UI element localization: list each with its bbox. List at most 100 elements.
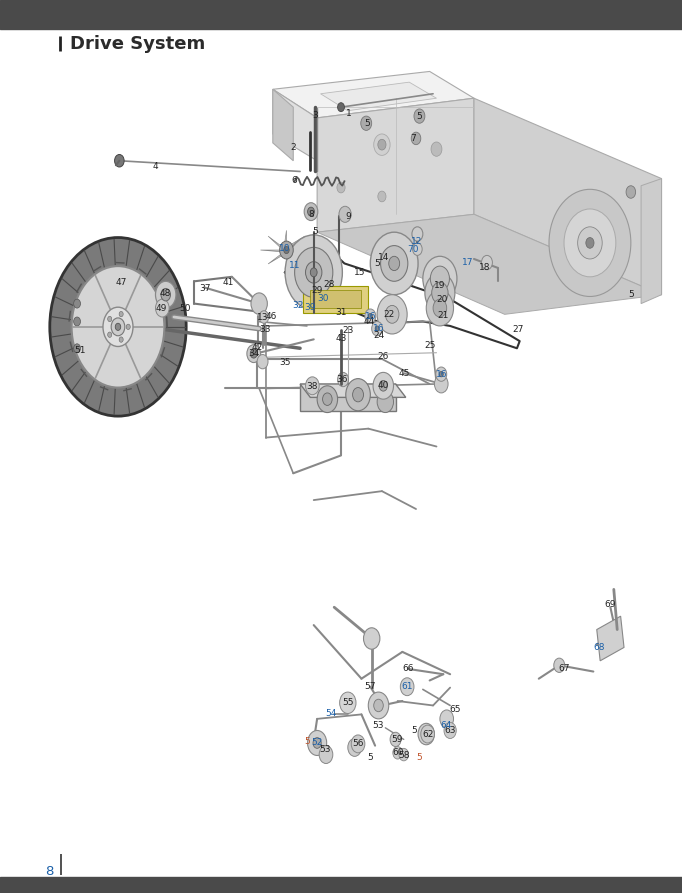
Text: 34: 34 [248, 349, 259, 358]
Text: 16: 16 [373, 324, 384, 333]
Text: 63: 63 [445, 726, 456, 735]
Circle shape [368, 313, 372, 319]
Text: 58: 58 [398, 751, 409, 760]
Text: 40: 40 [378, 381, 389, 390]
Circle shape [284, 246, 289, 254]
Polygon shape [268, 236, 286, 250]
Circle shape [155, 281, 176, 308]
Text: 14: 14 [379, 253, 389, 262]
Circle shape [348, 739, 361, 756]
Polygon shape [286, 250, 305, 264]
Circle shape [306, 262, 322, 283]
Circle shape [399, 748, 409, 761]
Circle shape [373, 372, 394, 399]
Text: 11: 11 [289, 261, 300, 270]
Text: 5: 5 [368, 753, 373, 762]
Circle shape [251, 293, 267, 314]
Circle shape [433, 299, 447, 317]
Text: 57: 57 [365, 682, 376, 691]
Text: 66: 66 [402, 664, 413, 673]
Circle shape [317, 386, 338, 413]
Circle shape [378, 139, 386, 150]
Circle shape [439, 371, 443, 377]
Circle shape [431, 142, 442, 156]
Circle shape [425, 273, 455, 313]
Text: 7: 7 [410, 134, 415, 143]
Text: 4: 4 [153, 162, 158, 171]
Circle shape [378, 191, 386, 202]
Polygon shape [273, 89, 317, 161]
Circle shape [339, 206, 351, 222]
Text: 1: 1 [346, 109, 352, 118]
Circle shape [346, 379, 370, 411]
Text: 28: 28 [323, 280, 334, 289]
Text: 5: 5 [412, 726, 417, 735]
Text: 24: 24 [373, 331, 384, 340]
Text: 20: 20 [436, 295, 447, 304]
Circle shape [361, 116, 372, 130]
Circle shape [444, 722, 456, 739]
Circle shape [481, 255, 492, 270]
Text: 25: 25 [424, 341, 435, 350]
Text: 29: 29 [312, 286, 323, 295]
Text: 55: 55 [342, 698, 353, 707]
Circle shape [626, 186, 636, 198]
Polygon shape [317, 214, 662, 314]
Text: 64: 64 [441, 721, 451, 730]
Circle shape [313, 738, 321, 748]
Polygon shape [268, 250, 286, 264]
Circle shape [549, 189, 631, 296]
Text: 5: 5 [364, 119, 370, 128]
Circle shape [323, 393, 332, 405]
Circle shape [374, 134, 390, 155]
Polygon shape [641, 179, 662, 304]
Circle shape [259, 311, 269, 323]
Text: 47: 47 [116, 278, 127, 287]
Bar [0, 877, 682, 893]
Circle shape [418, 723, 434, 745]
Circle shape [440, 710, 454, 728]
Text: 54: 54 [326, 709, 337, 718]
Circle shape [432, 282, 448, 304]
Circle shape [374, 699, 383, 712]
Text: 2: 2 [291, 143, 296, 152]
Circle shape [337, 182, 345, 193]
Text: 61: 61 [402, 682, 413, 691]
Text: 52: 52 [312, 739, 323, 747]
Text: 60: 60 [393, 748, 404, 757]
Text: 67: 67 [559, 664, 569, 673]
Text: 37: 37 [199, 284, 210, 293]
Circle shape [412, 227, 423, 241]
Text: 13: 13 [257, 313, 268, 321]
Circle shape [155, 299, 169, 317]
Text: 18: 18 [479, 263, 490, 272]
Text: 49: 49 [156, 304, 167, 313]
Circle shape [426, 290, 454, 326]
Text: 27: 27 [513, 325, 524, 334]
Text: 53: 53 [319, 745, 330, 754]
Circle shape [370, 232, 418, 295]
Text: 42: 42 [252, 343, 263, 352]
Circle shape [338, 372, 349, 387]
Text: 30: 30 [317, 294, 328, 303]
Text: Drive System: Drive System [70, 35, 205, 53]
Circle shape [50, 238, 186, 416]
Polygon shape [286, 236, 305, 250]
Polygon shape [321, 82, 436, 111]
Circle shape [351, 735, 365, 753]
Circle shape [338, 103, 344, 112]
Text: 50: 50 [180, 305, 191, 313]
Circle shape [436, 367, 447, 381]
Polygon shape [597, 616, 624, 661]
Text: 38: 38 [307, 382, 318, 391]
Circle shape [119, 312, 123, 317]
Text: 56: 56 [353, 739, 364, 748]
Polygon shape [286, 250, 288, 270]
Text: 36: 36 [337, 375, 348, 384]
Text: 68: 68 [594, 643, 605, 652]
Text: 69: 69 [604, 600, 615, 609]
Circle shape [126, 324, 130, 330]
Polygon shape [300, 384, 406, 397]
Circle shape [578, 227, 602, 259]
Circle shape [111, 318, 125, 336]
